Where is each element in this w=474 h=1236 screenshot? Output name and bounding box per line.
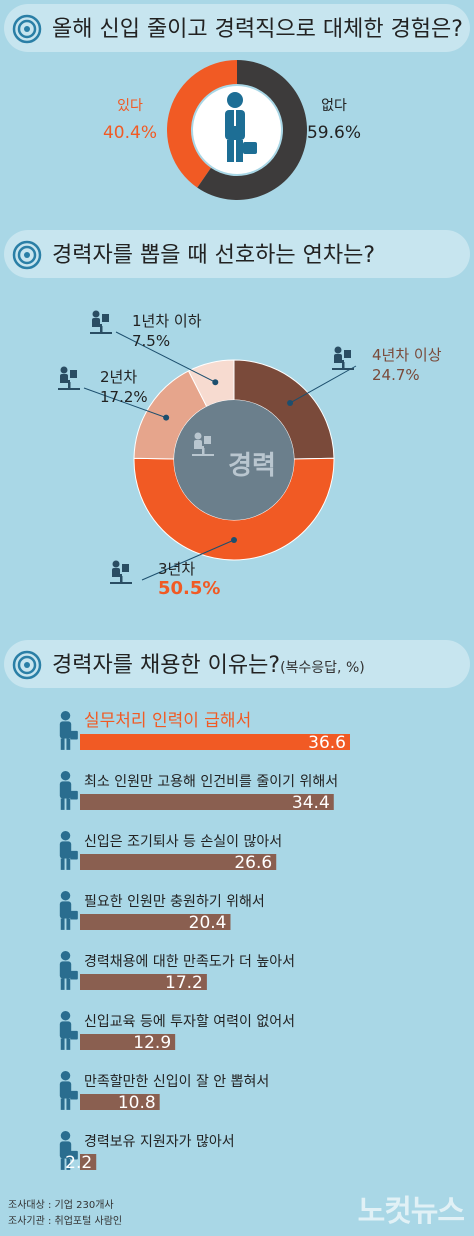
- bar-label-2: 신입은 조기퇴사 등 손실이 많아서: [84, 834, 282, 850]
- bar-value-3: 20.4: [189, 913, 227, 933]
- value-q1-yes: 40.4%: [103, 123, 157, 143]
- section-note-q3: (복수응답, %): [280, 660, 365, 676]
- section-title-q2: 경력자를 뽑을 때 선호하는 연차는?: [52, 243, 376, 268]
- businessman-icon: [59, 1010, 78, 1050]
- target-icon: [12, 240, 42, 270]
- bar-label-5: 신입교육 등에 투자할 여력이 없어서: [84, 1014, 295, 1030]
- leader-line: [141, 539, 235, 581]
- bar-value-0: 36.6: [308, 733, 346, 753]
- footer-survey-target: 조사대상 : 기업 230개사: [8, 1200, 114, 1211]
- businessman-icon: [225, 92, 257, 162]
- seated-worker-icon: [332, 346, 354, 370]
- label-q2-1: 3년차: [158, 560, 195, 578]
- value-q1-no: 59.6%: [307, 123, 361, 143]
- seated-worker-icon: [90, 310, 112, 334]
- bar-label-4: 경력채용에 대한 만족도가 더 높아서: [84, 954, 295, 970]
- bar-5: [80, 1034, 176, 1050]
- businessman-icon: [59, 1130, 78, 1170]
- target-icon: [12, 650, 42, 680]
- donut-slice-q1-0: [167, 60, 237, 188]
- footer-survey-org: 조사기관 : 취업포털 사람인: [8, 1216, 123, 1227]
- leader-dot: [163, 414, 170, 421]
- label-q2-3: 1년차 이하: [132, 312, 202, 330]
- section-header-q1: 올해 신입 줄이고 경력직으로 대체한 경험은?: [4, 4, 470, 52]
- section-title-q3: 경력자를 채용한 이유는?(복수응답, %): [52, 647, 365, 679]
- section-title-q3-text: 경력자를 채용한 이유는?: [52, 653, 281, 678]
- seated-worker-icon: [192, 432, 214, 456]
- watermark-logo: 노컷뉴스: [357, 1194, 465, 1229]
- bar-value-4: 17.2: [165, 973, 203, 993]
- bar-4: [80, 974, 207, 990]
- bar-6: [80, 1094, 160, 1110]
- bar-3: [80, 914, 231, 930]
- target-icon: [12, 14, 42, 44]
- businessman-icon: [59, 1070, 78, 1110]
- label-q2-2: 2년차: [100, 368, 137, 386]
- chart-q1-donut: 있다 40.4% 없다 59.6%: [103, 60, 361, 200]
- value-q2-1: 50.5%: [158, 578, 220, 599]
- bar-label-3: 필요한 인원만 충원하기 위해서: [84, 894, 265, 910]
- chart-q3-bars: 실무처리 인력이 급해서 36.6 최소 인원만 고용해 인건비를 줄이기 위해서 3…: [59, 710, 350, 1173]
- section-header-q3: 경력자를 채용한 이유는?(복수응답, %): [4, 640, 470, 688]
- leader-line: [83, 387, 167, 419]
- value-q2-3: 7.5%: [132, 332, 170, 350]
- bar-0: [80, 734, 350, 750]
- businessman-icon: [59, 770, 78, 810]
- businessman-icon: [59, 890, 78, 930]
- section-header-q2: 경력자를 뽑을 때 선호하는 연차는?: [4, 230, 470, 278]
- bar-value-5: 12.9: [133, 1033, 171, 1053]
- seated-worker-icon: [58, 366, 80, 390]
- bar-label-0: 실무처리 인력이 급해서: [84, 711, 251, 731]
- label-q1-no: 없다: [321, 98, 347, 114]
- donut-center: [174, 400, 294, 520]
- businessman-icon: [59, 710, 78, 750]
- bar-value-2: 26.6: [234, 853, 272, 873]
- bar-label-1: 최소 인원만 고용해 인건비를 줄이기 위해서: [84, 774, 338, 790]
- businessman-icon: [59, 830, 78, 870]
- bar-1: [80, 794, 334, 810]
- label-q1-yes: 있다: [117, 98, 143, 114]
- bar-label-6: 만족할만한 신입이 잘 안 뽑혀서: [84, 1074, 269, 1090]
- businessman-icon: [59, 950, 78, 990]
- bar-value-6: 10.8: [118, 1093, 156, 1113]
- seated-worker-icon: [110, 560, 132, 584]
- label-q2-0: 4년차 이상: [372, 346, 442, 364]
- bar-2: [80, 854, 277, 870]
- bar-7: [80, 1154, 97, 1170]
- value-q2-0: 24.7%: [372, 366, 420, 384]
- center-label: 경력: [228, 451, 276, 481]
- value-q2-2: 17.2%: [100, 388, 148, 406]
- leader-line: [115, 331, 216, 383]
- bar-label-7: 경력보유 지원자가 많아서: [84, 1134, 235, 1150]
- bar-value-7: 2.2: [65, 1153, 92, 1173]
- bar-value-1: 34.4: [292, 793, 330, 813]
- section-title-q1: 올해 신입 줄이고 경력직으로 대체한 경험은?: [52, 17, 463, 42]
- donut-slice-q1-1: [197, 60, 308, 200]
- leader-line: [289, 365, 357, 404]
